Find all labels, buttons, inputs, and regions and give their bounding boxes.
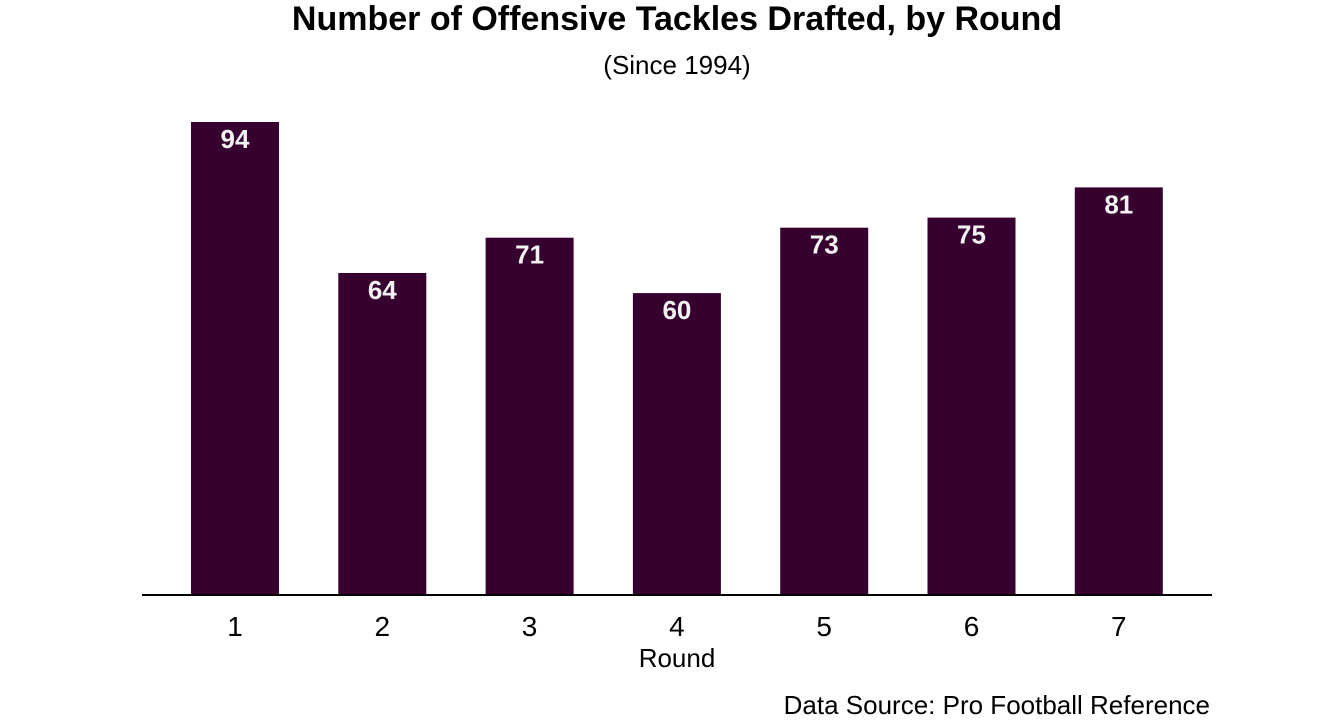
bar-round-2 (338, 273, 427, 595)
x-tick-label-7: 7 (1111, 611, 1127, 642)
x-tick-label-1: 1 (227, 611, 243, 642)
chart-subtitle: (Since 1994) (603, 50, 750, 80)
bar-round-3 (485, 237, 574, 595)
data-label-round-3: 71 (515, 240, 544, 270)
x-axis-label: Round (639, 643, 716, 673)
x-tick-label-4: 4 (669, 611, 685, 642)
bar-round-6 (927, 217, 1016, 595)
bars-group: 94 64 71 60 73 75 81 (191, 122, 1163, 595)
data-source-note: Data Source: Pro Football Reference (784, 690, 1210, 720)
data-label-round-4: 60 (662, 295, 691, 325)
data-label-round-1: 94 (221, 124, 250, 154)
chart-title: Number of Offensive Tackles Drafted, by … (292, 0, 1062, 38)
data-label-round-6: 75 (957, 220, 986, 250)
data-label-round-5: 73 (810, 230, 839, 260)
x-tick-labels: 1 2 3 4 5 6 7 (227, 611, 1126, 642)
data-label-round-2: 64 (368, 275, 397, 305)
bar-round-7 (1074, 187, 1163, 595)
bar-round-4 (632, 293, 721, 595)
x-tick-label-2: 2 (375, 611, 391, 642)
bar-round-5 (780, 227, 869, 595)
data-label-round-7: 81 (1104, 189, 1133, 219)
x-tick-label-5: 5 (816, 611, 832, 642)
x-tick-label-6: 6 (964, 611, 980, 642)
x-tick-label-3: 3 (522, 611, 538, 642)
bar-round-1 (191, 122, 279, 595)
